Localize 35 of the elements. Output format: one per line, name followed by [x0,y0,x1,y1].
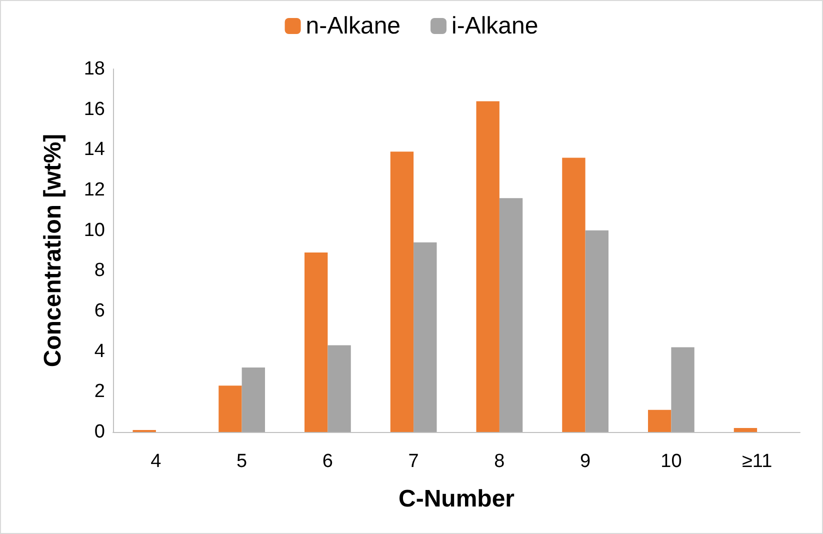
x-tick-label: 7 [408,451,419,472]
bar [585,230,608,432]
bar [242,367,265,432]
x-tick-label: 8 [494,451,505,472]
y-tick-label: 6 [94,300,105,322]
x-tick-label: 10 [660,451,682,472]
x-tick-label: ≥11 [742,451,772,472]
x-tick-label: 5 [236,451,248,472]
legend-label: n-Alkane [306,12,401,40]
y-tick-label: 2 [94,381,105,402]
y-axis-title: Concentration [wt%] [40,134,66,368]
y-tick-label: 14 [84,139,106,160]
bar [304,252,328,432]
bar [414,242,437,432]
y-tick-label: 0 [94,422,105,442]
y-tick-label: 8 [94,260,105,282]
bar [218,386,242,432]
bar [734,428,758,432]
y-tick-label: 4 [94,340,106,362]
y-tick-label: 10 [84,220,105,241]
x-tick-label: 6 [322,451,333,472]
bar [328,345,351,432]
bar [648,410,672,432]
bar [671,347,694,432]
x-tick-label: 9 [580,451,591,472]
bar [499,198,523,432]
bar [476,101,500,432]
x-axis-title: C-Number [398,486,515,512]
y-tick-label: 12 [84,180,105,200]
bar [562,158,586,432]
bar [390,152,414,432]
y-tick-label: 18 [84,58,105,80]
legend-label: i-Alkane [452,12,538,40]
x-tick-label: 4 [150,451,162,472]
y-tick-label: 16 [84,98,105,120]
